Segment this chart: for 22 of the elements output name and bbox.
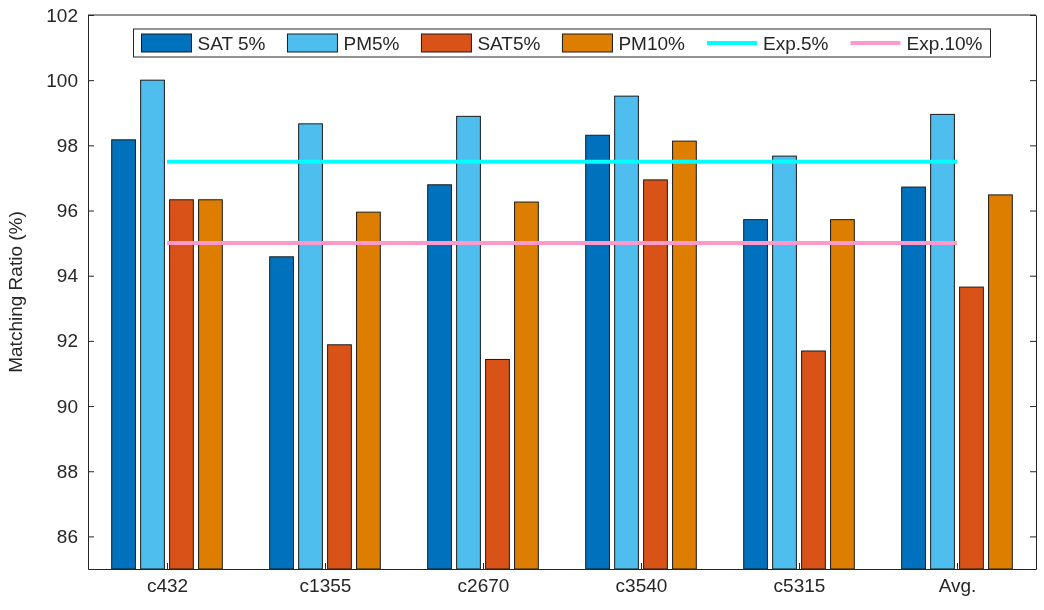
y-tick-label: 96 <box>56 200 78 222</box>
legend-label: SAT 5% <box>197 33 266 54</box>
y-tick-label: 88 <box>56 460 78 482</box>
y-axis-title: Matching Ratio (%) <box>5 211 26 373</box>
y-tick-label: 90 <box>56 395 78 417</box>
x-tick-label: Avg. <box>938 575 977 597</box>
legend-label: PM10% <box>618 33 686 54</box>
legend-label: SAT5% <box>477 33 541 54</box>
y-tick-label: 100 <box>46 69 78 91</box>
y-tick-label: 92 <box>56 330 78 352</box>
y-tick-label: 86 <box>56 525 78 547</box>
legend-label: PM5% <box>343 33 400 54</box>
x-tick-label: c3540 <box>615 575 668 597</box>
y-tick-label: 102 <box>46 4 78 26</box>
y-tick-label: 98 <box>56 134 78 156</box>
x-tick-label: c432 <box>146 575 189 597</box>
legend-label: Exp.5% <box>762 33 829 54</box>
y-tick-label: 94 <box>56 265 79 287</box>
x-tick-label: c5315 <box>773 575 826 597</box>
x-tick-label: c1355 <box>299 575 352 597</box>
x-tick-label: c2670 <box>457 575 510 597</box>
legend-label: Exp.10% <box>906 33 983 54</box>
